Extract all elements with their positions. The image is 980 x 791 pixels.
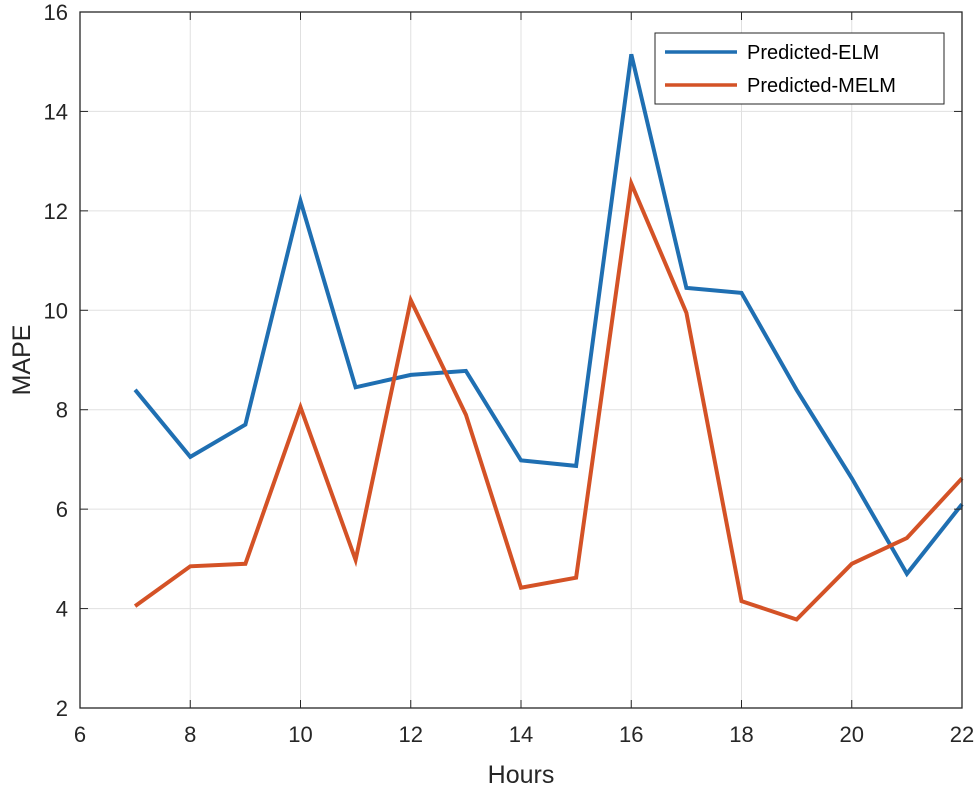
y-tick-label: 16 [44,0,68,25]
legend-label-predicted-melm: Predicted-MELM [747,75,896,97]
y-tick-label: 14 [44,99,68,124]
legend-label-predicted-elm: Predicted-ELM [747,42,879,64]
x-tick-label: 6 [74,722,86,747]
x-tick-label: 18 [729,722,753,747]
series-line-predicted-melm [133,176,964,622]
grid-lines [79,11,963,709]
x-tick-label: 14 [509,722,533,747]
x-axis-label: Hours [488,761,555,789]
x-tick-label: 12 [399,722,423,747]
legend: Predicted-ELM Predicted-MELM [654,32,945,105]
y-axis-label: MAPE [8,325,36,396]
y-tick-label: 6 [56,497,68,522]
y-tick-label: 2 [56,696,68,721]
x-tick-label: 20 [840,722,864,747]
x-axis-ticks: 6 8 10 12 14 16 18 20 22 [74,12,974,747]
y-tick-label: 8 [56,398,68,423]
y-tick-label: 12 [44,199,68,224]
x-tick-label: 22 [950,722,974,747]
series-line-predicted-elm [133,53,964,578]
x-tick-label: 8 [184,722,196,747]
y-tick-label: 4 [56,597,68,622]
x-tick-label: 16 [619,722,643,747]
series-lines [133,53,964,622]
x-tick-label: 10 [288,722,312,747]
y-axis-ticks: 2 4 6 8 10 12 14 16 [44,0,962,721]
legend-box [654,32,945,105]
y-tick-label: 10 [44,298,68,323]
